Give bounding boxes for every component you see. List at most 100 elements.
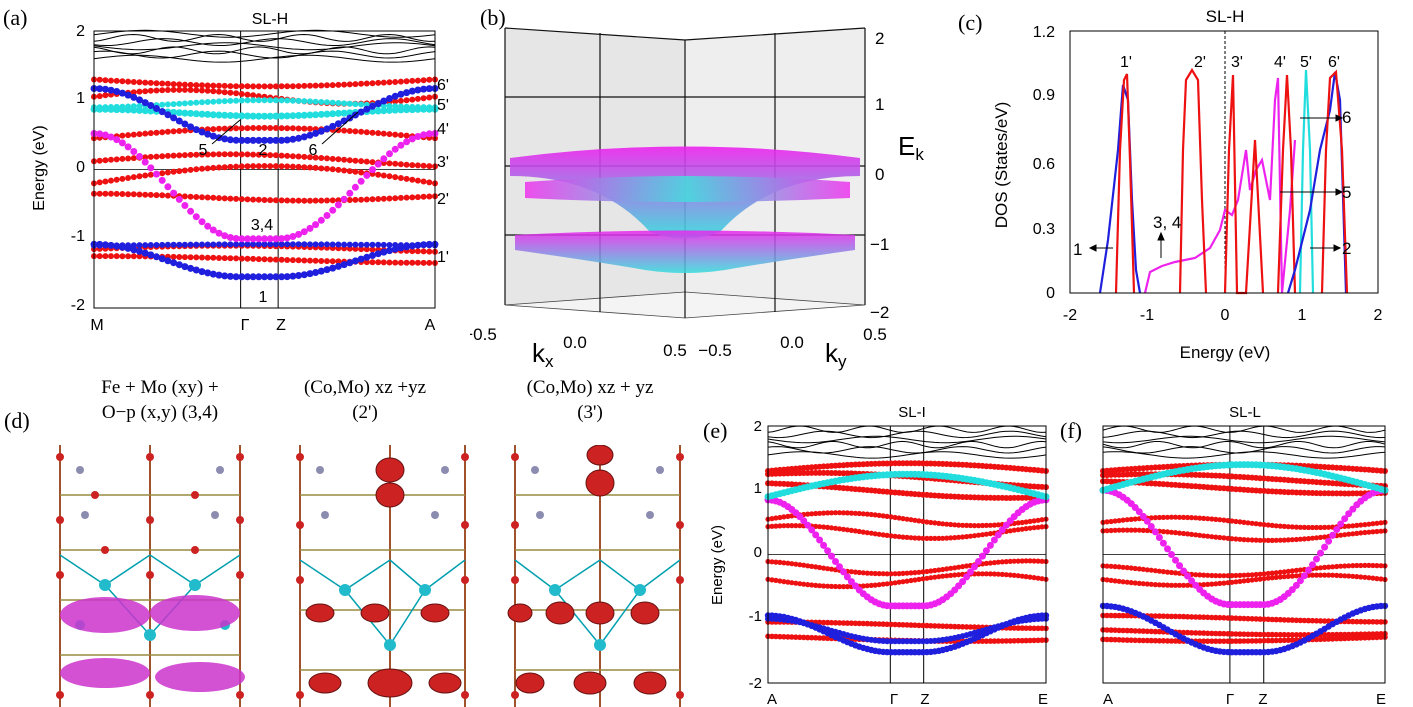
band-point — [1213, 630, 1219, 637]
band-blue-1b — [91, 241, 438, 249]
band-point — [329, 99, 336, 106]
band-point — [153, 170, 160, 178]
band-point — [1104, 528, 1110, 534]
band-point — [1317, 565, 1324, 571]
band-point — [1112, 627, 1118, 633]
band-point — [307, 82, 313, 89]
band-point — [318, 82, 325, 89]
band-point — [971, 624, 978, 630]
band-point — [844, 584, 850, 590]
band-point — [221, 135, 229, 143]
band-point — [1374, 634, 1380, 641]
band-point — [358, 169, 365, 176]
band-point — [187, 166, 194, 173]
panel-a-band-label: 4' — [437, 121, 449, 138]
band-point — [375, 79, 382, 86]
band-point — [1164, 638, 1171, 644]
band-point — [238, 151, 245, 158]
band-point — [324, 99, 330, 106]
panel-c-peak-label: 2' — [1194, 54, 1206, 71]
band-point — [397, 259, 404, 266]
band-point — [170, 101, 177, 108]
band-point — [295, 112, 303, 119]
band-point — [1253, 576, 1259, 583]
band-point — [267, 197, 274, 204]
band-point — [928, 535, 934, 541]
band-point — [1185, 582, 1191, 588]
band-point — [1128, 516, 1134, 522]
band-point — [1293, 632, 1300, 638]
band-point — [1341, 515, 1349, 523]
band-point — [1031, 558, 1037, 564]
band-point — [1345, 635, 1352, 642]
band-point — [159, 192, 166, 199]
band-point — [414, 162, 421, 169]
band-point — [392, 103, 399, 110]
band-point — [96, 253, 103, 260]
band-point — [840, 510, 847, 516]
band-point — [1233, 631, 1239, 637]
band-point — [1305, 536, 1312, 542]
band-point — [1031, 637, 1037, 644]
band-point — [896, 534, 902, 540]
band-point — [312, 164, 319, 171]
panel-c-frame — [1069, 30, 1379, 294]
band-point — [374, 107, 382, 115]
band-point — [1305, 524, 1312, 531]
band-point — [1156, 638, 1163, 644]
panel-a-inner-label: 3,4 — [251, 217, 273, 234]
band-point — [301, 197, 308, 204]
band-point — [876, 621, 882, 627]
band-point — [102, 242, 109, 249]
band-point — [141, 158, 149, 166]
band-point — [900, 516, 906, 522]
band-point — [1213, 573, 1219, 579]
band-point — [233, 125, 240, 132]
band-point — [1144, 527, 1150, 534]
band-point — [96, 179, 103, 186]
band-point — [204, 194, 211, 201]
band-point — [119, 103, 126, 110]
band-point — [380, 107, 388, 115]
band-point — [1104, 519, 1110, 525]
band-point — [1213, 581, 1219, 587]
band-point — [307, 125, 313, 132]
band-point — [1249, 638, 1255, 644]
band-point — [227, 241, 234, 248]
band-point — [821, 583, 827, 589]
band-point — [805, 582, 811, 588]
band-point — [832, 525, 839, 531]
band-point — [916, 576, 922, 582]
band-point — [813, 510, 819, 517]
band-point — [244, 273, 251, 281]
band-point — [380, 241, 387, 248]
band-point — [136, 173, 143, 180]
band-red-top-0 — [765, 460, 1049, 474]
band-point — [1152, 613, 1159, 619]
panel-a-inner-label: 1 — [259, 289, 268, 306]
band-point — [1209, 614, 1215, 621]
band-point — [125, 242, 132, 249]
band-point — [1124, 637, 1130, 643]
band-point — [1213, 516, 1219, 522]
band-point — [187, 100, 194, 106]
band-point — [804, 634, 811, 641]
panel-d-caption-3: (Co,Mo) xz + yz (3') — [526, 377, 654, 423]
band-point — [181, 109, 189, 117]
band-point — [397, 242, 404, 249]
band-point — [425, 130, 433, 138]
band-point — [181, 81, 188, 88]
band-point — [1144, 628, 1151, 635]
band-point — [351, 257, 359, 265]
band-point — [1124, 579, 1130, 585]
band-point — [426, 193, 433, 200]
band-point — [425, 85, 433, 93]
band-point — [414, 77, 421, 84]
band-point — [312, 197, 319, 204]
panel-c-ytick: 0 — [1046, 285, 1055, 302]
panel-a-band-label: 5' — [437, 97, 449, 114]
band-point — [1168, 569, 1175, 576]
band-point — [804, 521, 812, 529]
band-point — [1112, 636, 1118, 643]
panel-c-ytick: 1.2 — [1033, 24, 1055, 41]
